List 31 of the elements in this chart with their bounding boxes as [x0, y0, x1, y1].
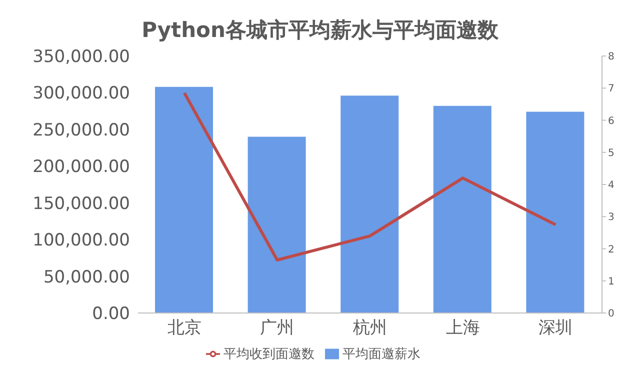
- y2-tick-label: 8: [608, 52, 614, 63]
- y2-tick-label: 6: [608, 116, 614, 127]
- x-tick-label: 上海: [446, 318, 480, 338]
- bar: [340, 96, 399, 313]
- legend-label: 平均收到面邀数: [224, 347, 314, 362]
- y-tick-label: 0.00: [92, 304, 130, 324]
- y2-tick-label: 2: [608, 244, 614, 256]
- y2-tick-label: 0: [608, 308, 614, 320]
- x-tick-label: 杭州: [352, 318, 387, 338]
- chart-title: Python各城市平均薪水与平均面邀数: [140, 17, 500, 44]
- y-tick-label: 300,000.00: [32, 84, 130, 104]
- y-tick-label: 200,000.00: [32, 157, 130, 178]
- x-tick-label: 深圳: [538, 318, 573, 338]
- y2-tick-label: 5: [608, 148, 614, 159]
- y-tick-label: 100,000.00: [32, 230, 130, 251]
- x-tick-label: 广州: [260, 318, 294, 338]
- line-series: [182, 91, 558, 262]
- legend-label: 平均面邀薪水: [342, 347, 420, 362]
- bar: [526, 112, 584, 313]
- y2-tick-label: 1: [608, 276, 614, 288]
- y-tick-label: 50,000.00: [43, 267, 130, 288]
- y-tick-label: 250,000.00: [32, 120, 130, 140]
- x-tick-label: 北京: [167, 318, 202, 338]
- y2-tick-label: 7: [608, 84, 614, 95]
- y2-tick-label: 3: [608, 212, 614, 224]
- y-tick-label: 150,000.00: [32, 194, 130, 214]
- y2-tick-label: 4: [608, 180, 614, 192]
- bar: [248, 136, 306, 313]
- bar: [433, 106, 492, 313]
- y-tick-label: 350,000.00: [32, 47, 130, 68]
- bar: [155, 86, 213, 313]
